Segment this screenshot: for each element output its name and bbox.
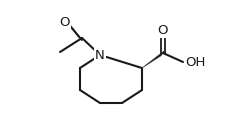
Text: O: O (60, 16, 70, 28)
Text: N: N (95, 49, 104, 61)
Text: OH: OH (184, 55, 204, 68)
Text: O: O (157, 24, 168, 36)
Polygon shape (141, 50, 164, 68)
